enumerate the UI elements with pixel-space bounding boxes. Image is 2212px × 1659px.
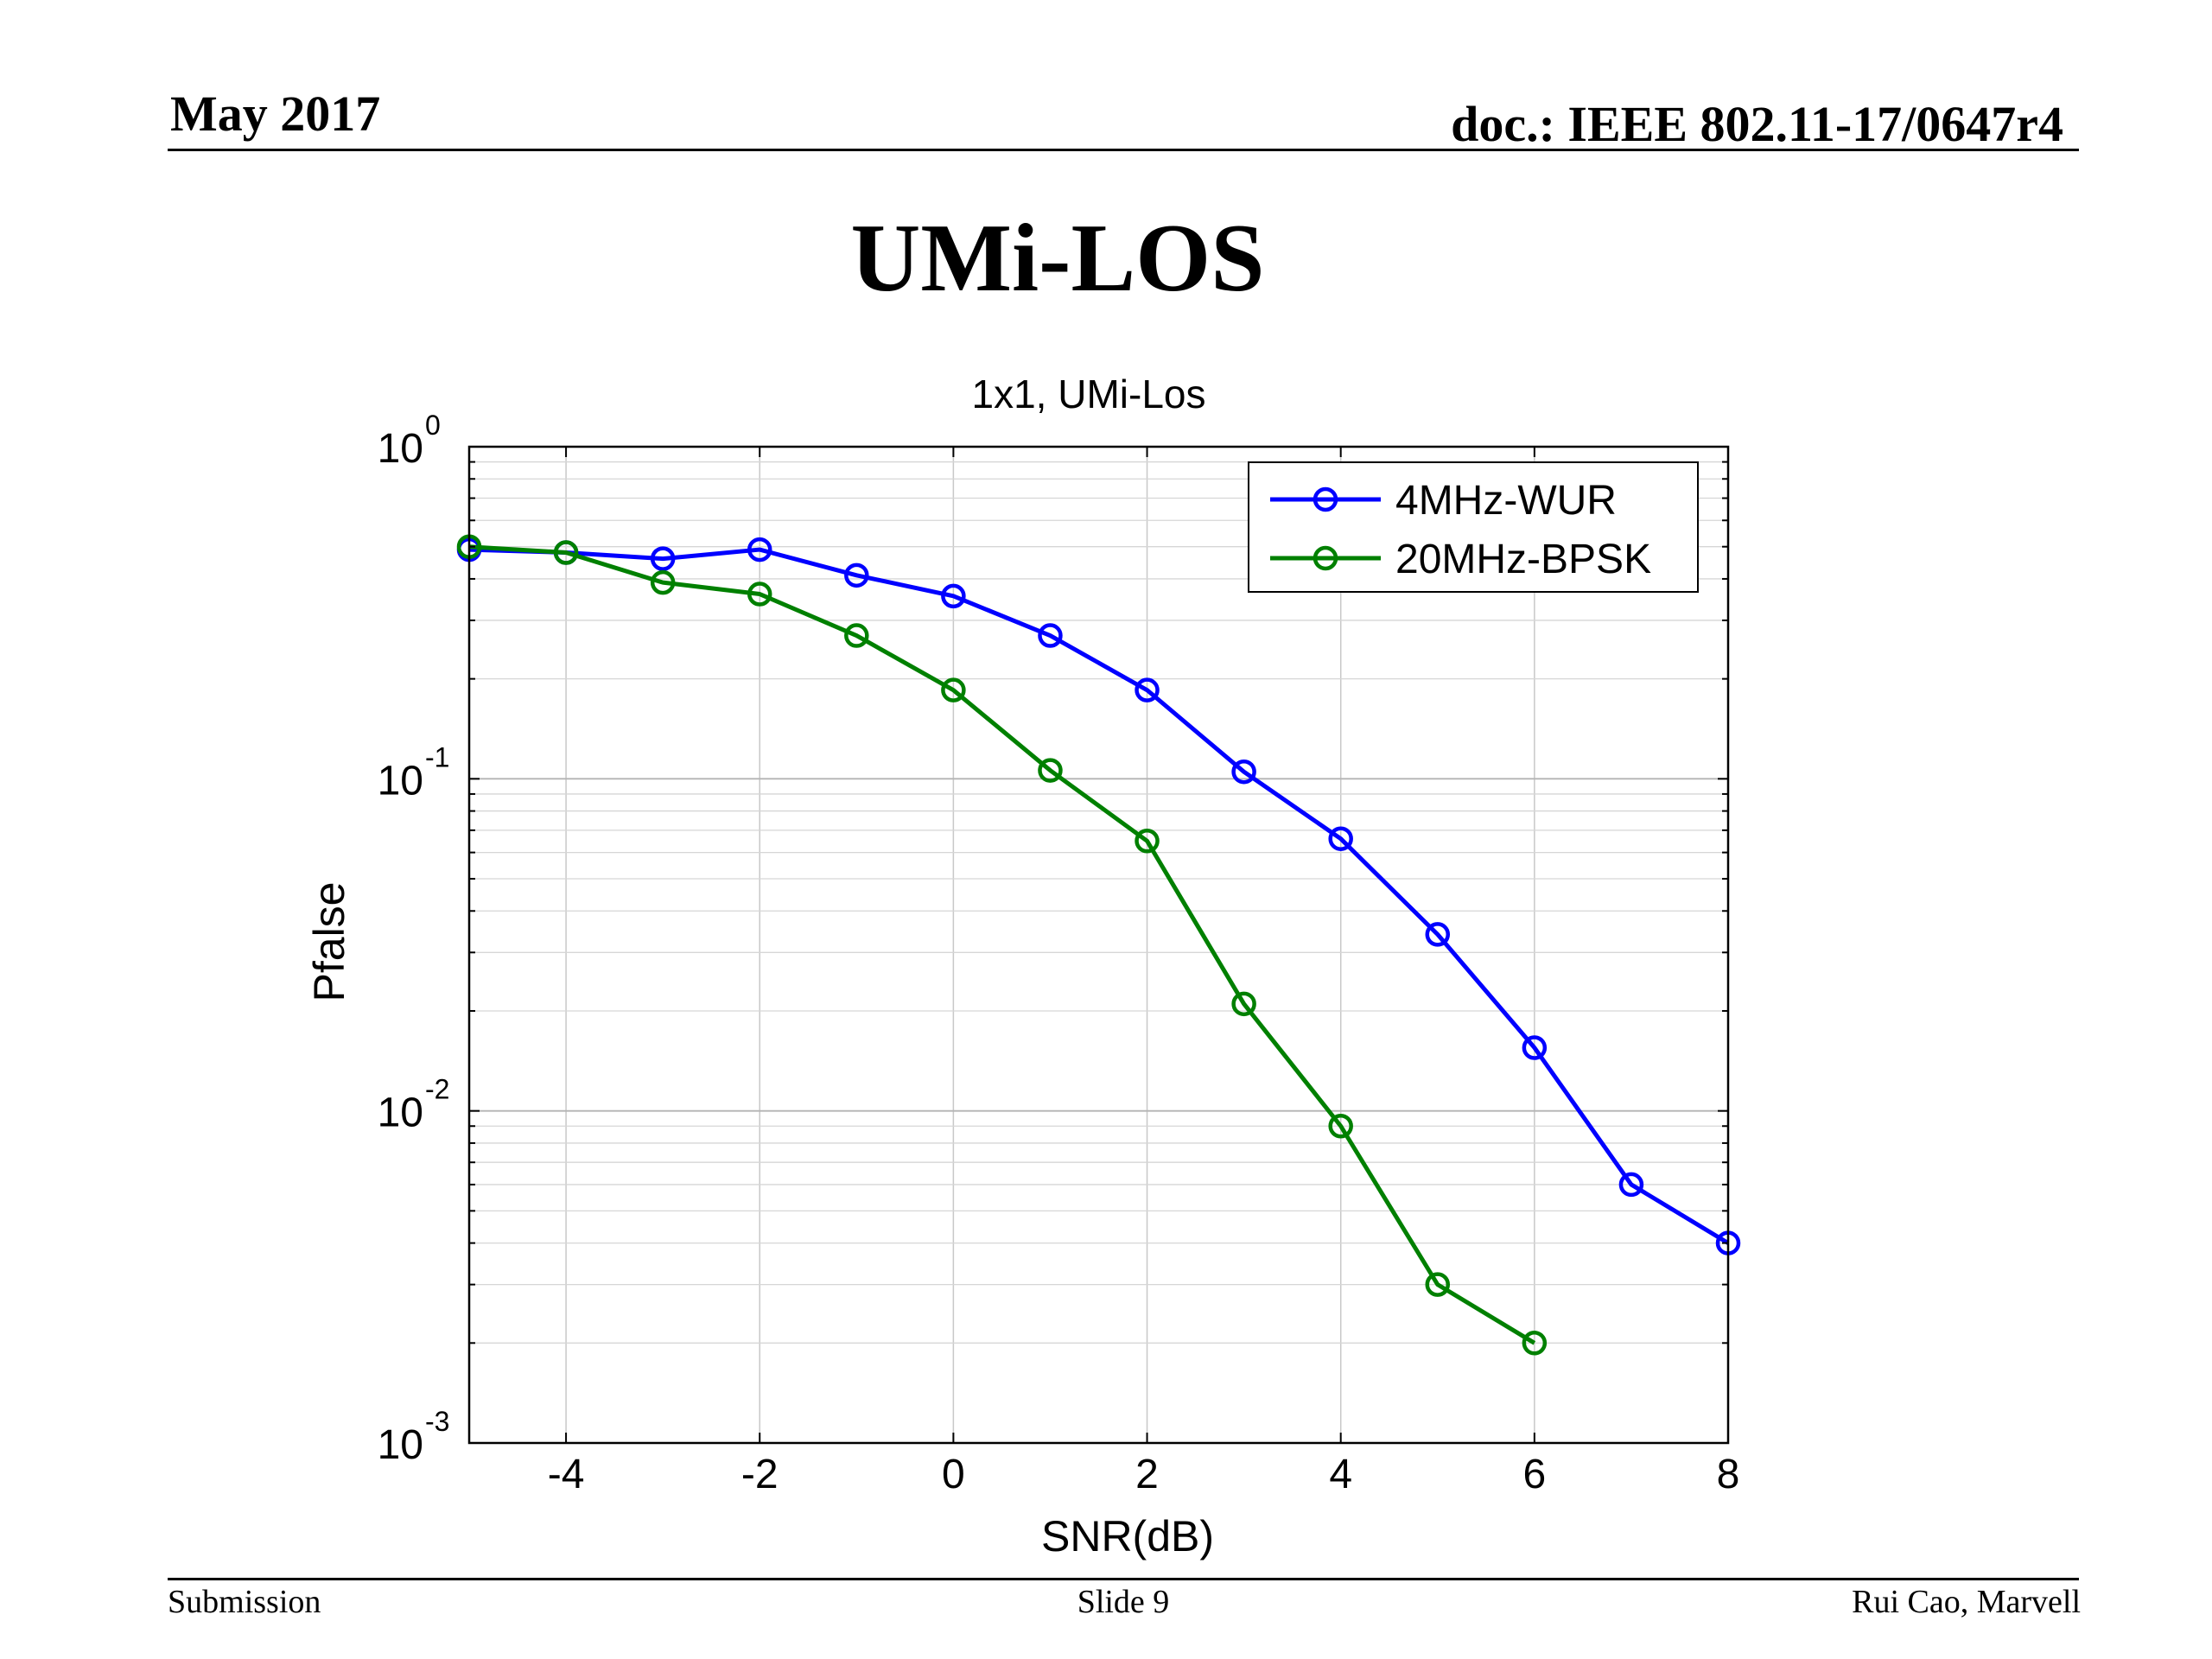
data-point xyxy=(1231,991,1256,1017)
data-point xyxy=(1135,828,1160,854)
footer-rule xyxy=(168,1578,2079,1580)
x-tick-label: 4 xyxy=(1329,1452,1352,1497)
data-point xyxy=(650,569,676,595)
plot-frame xyxy=(467,445,1730,1445)
data-point xyxy=(1231,759,1256,785)
data-point xyxy=(844,563,869,588)
x-tick-label: -2 xyxy=(741,1452,779,1497)
data-point xyxy=(553,540,579,565)
plot-area xyxy=(469,447,1728,1443)
data-point xyxy=(1425,1272,1451,1297)
series-1 xyxy=(456,534,1548,1356)
y-tick-label-exponent: -1 xyxy=(425,741,449,772)
series-layer xyxy=(456,534,1741,1356)
y-axis-label: Pfalse xyxy=(305,882,353,1002)
legend-entry-label: 4MHz-WUR xyxy=(1395,478,1617,524)
data-point xyxy=(941,677,966,702)
legend-swatch-marker xyxy=(1313,486,1338,512)
x-tick-label: 2 xyxy=(1135,1452,1159,1497)
x-axis-label: SNR(dB) xyxy=(1041,1512,1214,1560)
data-point xyxy=(650,546,676,571)
data-point xyxy=(1425,922,1451,947)
y-tick-label: 10 xyxy=(378,758,423,804)
footer-submission: Submission xyxy=(168,1584,321,1620)
data-point xyxy=(747,537,772,563)
x-tick-label: -4 xyxy=(548,1452,585,1497)
x-tick-label: 0 xyxy=(942,1452,965,1497)
data-point xyxy=(941,583,966,609)
data-point xyxy=(1522,1331,1548,1356)
y-tick-label: 10 xyxy=(378,1422,423,1468)
y-tick-label-exponent: -2 xyxy=(425,1074,449,1105)
data-point xyxy=(844,623,869,648)
header-doc-id: doc.: IEEE 802.11-17/0647r4 xyxy=(1451,96,2063,152)
legend-entry-label: 20MHz-BPSK xyxy=(1395,537,1651,582)
header-date: May 2017 xyxy=(170,86,381,142)
data-point xyxy=(1038,623,1063,648)
data-point xyxy=(1522,1035,1548,1060)
x-tick-label: 8 xyxy=(1717,1452,1740,1497)
grid-lines xyxy=(469,446,1729,1444)
slide-title: UMi-LOS xyxy=(850,205,1265,312)
chart-title: 1x1, UMi-Los xyxy=(972,372,1206,416)
y-tick-label: 10 xyxy=(378,1090,423,1136)
y-tick-label: 10 xyxy=(378,426,423,472)
data-point xyxy=(747,582,772,607)
footer-slide-number: Slide 9 xyxy=(1077,1584,1170,1620)
footer-author: Rui Cao, Marvell xyxy=(1852,1584,2081,1620)
data-point xyxy=(1618,1172,1644,1198)
x-tick-label: 6 xyxy=(1522,1452,1546,1497)
data-point xyxy=(1135,677,1160,702)
data-point xyxy=(1038,758,1063,783)
series-line xyxy=(468,547,1730,1245)
tick-marks xyxy=(469,447,1729,1444)
header-rule xyxy=(168,149,2079,151)
y-tick-label-exponent: 0 xyxy=(425,410,441,441)
data-point xyxy=(1328,826,1353,851)
series-line xyxy=(468,544,1536,1345)
y-tick-label-exponent: -3 xyxy=(425,1406,449,1437)
data-point xyxy=(1328,1114,1353,1139)
x-tick-labels: -4 -2 0 2 4 6 8 xyxy=(548,1452,1740,1497)
legend: 4MHz-WUR 20MHz-BPSK xyxy=(1248,461,1699,593)
legend-swatch-marker xyxy=(1313,545,1338,571)
